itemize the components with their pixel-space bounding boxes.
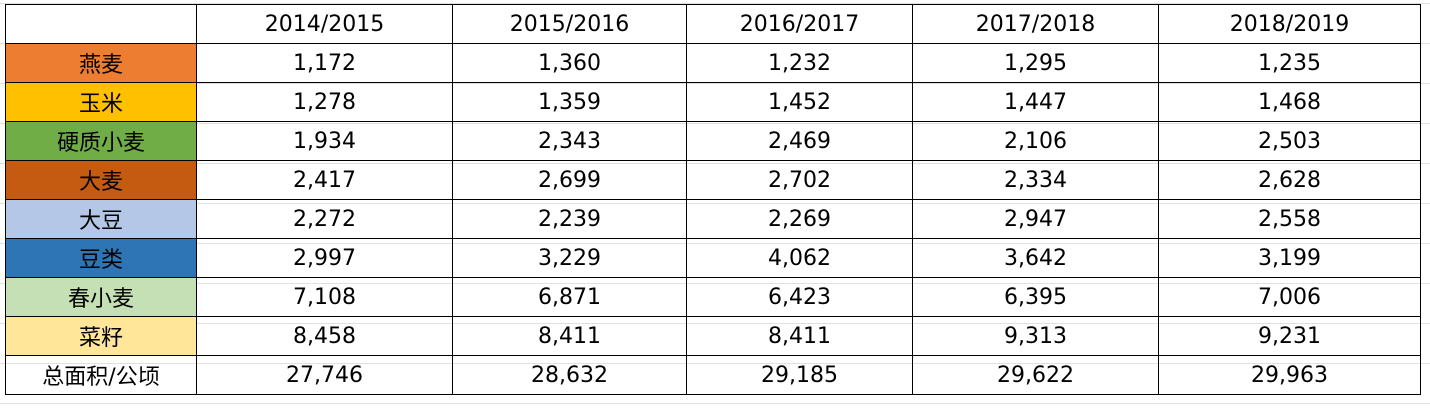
row-label: 春小麦: [5, 277, 197, 317]
row-label: 总面积/公顷: [5, 355, 197, 395]
value-cell: 6,395: [912, 277, 1159, 317]
value-cell: 1,452: [686, 82, 913, 122]
value-cell: 2,702: [686, 160, 913, 200]
corner-cell: [5, 4, 197, 44]
data-row: 燕麦 1,172 1,360 1,232 1,295 1,235: [5, 43, 1421, 83]
data-row: 玉米 1,278 1,359 1,452 1,447 1,468: [5, 82, 1421, 122]
value-cell: 2,997: [196, 238, 453, 278]
column-header: 2014/2015: [196, 4, 453, 44]
value-cell: 3,229: [452, 238, 687, 278]
data-row: 硬质小麦 1,934 2,343 2,469 2,106 2,503: [5, 121, 1421, 161]
value-cell: 1,295: [912, 43, 1159, 83]
value-cell: 2,106: [912, 121, 1159, 161]
column-header: 2015/2016: [452, 4, 687, 44]
data-row: 总面积/公顷 27,746 28,632 29,185 29,622 29,963: [5, 355, 1421, 395]
value-cell: 1,359: [452, 82, 687, 122]
value-cell: 3,199: [1158, 238, 1421, 278]
column-header: 2016/2017: [686, 4, 913, 44]
value-cell: 2,343: [452, 121, 687, 161]
data-row: 豆类 2,997 3,229 4,062 3,642 3,199: [5, 238, 1421, 278]
value-cell: 2,558: [1158, 199, 1421, 239]
value-cell: 29,622: [912, 355, 1159, 395]
row-label: 豆类: [5, 238, 197, 278]
value-cell: 28,632: [452, 355, 687, 395]
column-header: 2017/2018: [912, 4, 1159, 44]
value-cell: 2,417: [196, 160, 453, 200]
row-label: 大麦: [5, 160, 197, 200]
value-cell: 1,278: [196, 82, 453, 122]
value-cell: 2,947: [912, 199, 1159, 239]
value-cell: 8,458: [196, 316, 453, 356]
value-cell: 1,172: [196, 43, 453, 83]
column-header: 2018/2019: [1158, 4, 1421, 44]
value-cell: 3,642: [912, 238, 1159, 278]
value-cell: 6,423: [686, 277, 913, 317]
value-cell: 1,360: [452, 43, 687, 83]
value-cell: 1,468: [1158, 82, 1421, 122]
data-row: 菜籽 8,458 8,411 8,411 9,313 9,231: [5, 316, 1421, 356]
value-cell: 6,871: [452, 277, 687, 317]
value-cell: 4,062: [686, 238, 913, 278]
value-cell: 2,269: [686, 199, 913, 239]
value-cell: 2,503: [1158, 121, 1421, 161]
row-label: 大豆: [5, 199, 197, 239]
row-label: 菜籽: [5, 316, 197, 356]
table-body: 2014/2015 2015/2016 2016/2017 2017/2018 2018…: [5, 4, 1421, 395]
data-row: 大豆 2,272 2,239 2,269 2,947 2,558: [5, 199, 1421, 239]
value-cell: 27,746: [196, 355, 453, 395]
value-cell: 7,108: [196, 277, 453, 317]
value-cell: 2,699: [452, 160, 687, 200]
value-cell: 2,239: [452, 199, 687, 239]
value-cell: 29,185: [686, 355, 913, 395]
value-cell: 2,469: [686, 121, 913, 161]
value-cell: 29,963: [1158, 355, 1421, 395]
value-cell: 1,232: [686, 43, 913, 83]
value-cell: 7,006: [1158, 277, 1421, 317]
data-table: 2014/2015 2015/2016 2016/2017 2017/2018 2018…: [5, 4, 1421, 395]
value-cell: 2,334: [912, 160, 1159, 200]
value-cell: 9,313: [912, 316, 1159, 356]
row-label: 玉米: [5, 82, 197, 122]
row-label: 燕麦: [5, 43, 197, 83]
value-cell: 2,628: [1158, 160, 1421, 200]
value-cell: 2,272: [196, 199, 453, 239]
data-row: 大麦 2,417 2,699 2,702 2,334 2,628: [5, 160, 1421, 200]
value-cell: 9,231: [1158, 316, 1421, 356]
data-row: 春小麦 7,108 6,871 6,423 6,395 7,006: [5, 277, 1421, 317]
value-cell: 8,411: [686, 316, 913, 356]
row-label: 硬质小麦: [5, 121, 197, 161]
value-cell: 8,411: [452, 316, 687, 356]
value-cell: 1,235: [1158, 43, 1421, 83]
value-cell: 1,447: [912, 82, 1159, 122]
header-row: 2014/2015 2015/2016 2016/2017 2017/2018 2018…: [5, 4, 1421, 44]
value-cell: 1,934: [196, 121, 453, 161]
